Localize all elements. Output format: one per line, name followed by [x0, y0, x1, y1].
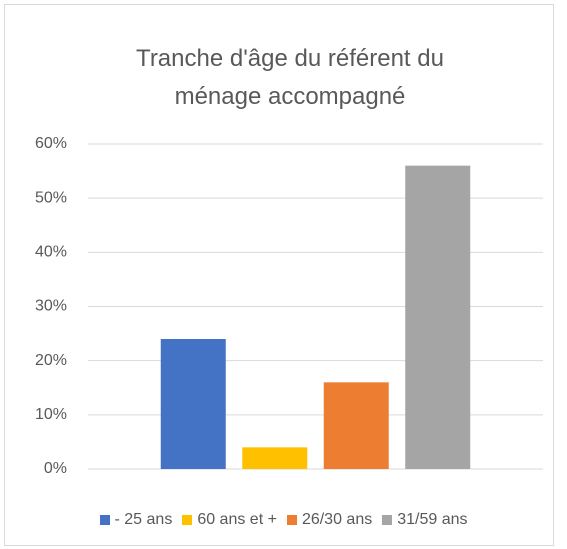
- legend-item: - 25 ans: [99, 511, 173, 529]
- bar: [405, 165, 471, 469]
- y-tick-label: 50%: [35, 189, 67, 206]
- legend-item: 26/30 ans: [286, 511, 373, 529]
- legend-swatch: [286, 515, 297, 525]
- bar: [242, 447, 308, 469]
- y-tick-label: 30%: [35, 298, 67, 315]
- y-tick-label: 20%: [35, 352, 67, 369]
- legend-label: 26/30 ans: [301, 511, 373, 528]
- legend-item: 60 ans et +: [182, 511, 277, 529]
- legend-item: 31/59 ans: [382, 511, 468, 529]
- legend: - 25 ans 60 ans et + 26/30 ans 31/59 ans: [0, 511, 567, 529]
- legend-swatch: [382, 515, 393, 525]
- bar: [323, 382, 389, 469]
- y-tick-label: 40%: [35, 244, 67, 261]
- legend-swatch: [99, 515, 110, 525]
- y-tick-label: 0%: [44, 460, 67, 477]
- chart-title: Tranche d'âge du référent du ménage acco…: [136, 45, 444, 110]
- legend-label: 60 ans et +: [197, 511, 277, 528]
- y-tick-label: 60%: [35, 135, 67, 152]
- legend-label: 31/59 ans: [397, 511, 468, 528]
- legend-label: - 25 ans: [114, 511, 173, 528]
- chart-frame: [4, 4, 554, 546]
- bar: [160, 339, 226, 469]
- legend-swatch: [182, 515, 193, 525]
- y-tick-label: 10%: [35, 406, 67, 423]
